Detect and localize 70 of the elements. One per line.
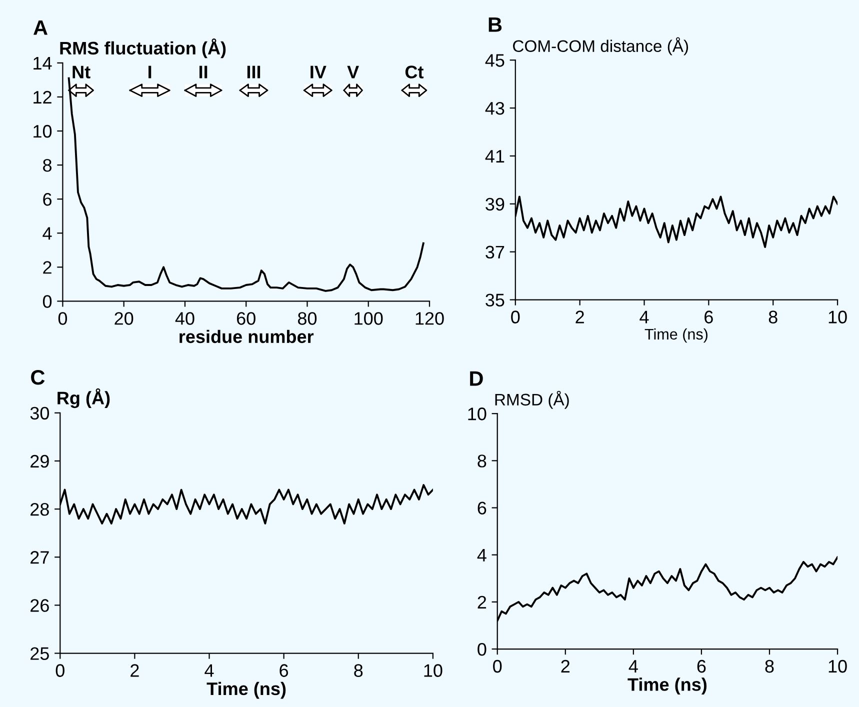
- y-tick-label: 43: [485, 102, 504, 115]
- x-tick-label: 120: [416, 312, 444, 325]
- text: B: [488, 17, 502, 32]
- x-axis-title: residue number: [180, 330, 314, 344]
- x-tick-label: 6: [280, 664, 288, 677]
- x-tick-label: 0: [58, 312, 68, 325]
- x-tick-label: 100: [354, 312, 383, 325]
- x-tick-label: 8: [354, 664, 363, 677]
- band-label: IV: [310, 66, 326, 78]
- band-label: V: [347, 66, 359, 78]
- x-tick-label: 10: [424, 664, 442, 677]
- y-tick-label: 8: [478, 454, 486, 468]
- y-tick-label: 29: [30, 454, 49, 468]
- x-tick-label: 4: [204, 664, 214, 677]
- y-axis-title: Rg (Å): [58, 388, 110, 408]
- y-tick-label: 4: [42, 227, 52, 240]
- y-tick-label: 28: [30, 502, 49, 516]
- y-tick-label: 0: [478, 642, 486, 656]
- band-label: I: [148, 66, 152, 78]
- x-tick-label: 4: [640, 310, 649, 324]
- band-label: II: [200, 66, 208, 78]
- y-tick-label: 2: [43, 261, 52, 274]
- y-tick-label: 35: [486, 294, 504, 306]
- x-tick-label: 10: [828, 310, 847, 324]
- y-tick-label: 30: [30, 406, 50, 420]
- y-tick-label: 25: [30, 647, 49, 660]
- x-tick-label: 4: [628, 660, 638, 673]
- text: D: [470, 371, 483, 386]
- y-tick-label: 12: [34, 90, 52, 104]
- x-tick-label: 6: [704, 310, 713, 324]
- x-tick-label: 6: [697, 660, 706, 673]
- y-tick-label: 8: [43, 158, 52, 172]
- x-tick-label: 2: [130, 664, 139, 677]
- y-tick-label: 6: [478, 502, 486, 514]
- x-tick-label: 0: [56, 664, 64, 677]
- y-tick-label: 4: [477, 548, 486, 562]
- x-tick-label: 0: [511, 310, 520, 324]
- x-axis-title: Time (ns): [206, 682, 286, 699]
- x-axis-title: Time (ns): [628, 678, 707, 694]
- y-tick-label: 37: [486, 246, 504, 259]
- y-tick-label: 27: [30, 551, 49, 564]
- x-axis-title: Time (ns): [644, 328, 708, 343]
- y-tick-label: 0: [42, 295, 52, 308]
- band-label: Ct: [405, 66, 424, 78]
- y-tick-label: 10: [34, 124, 52, 138]
- y-tick-label: 45: [485, 54, 504, 67]
- x-tick-label: 20: [114, 312, 134, 325]
- text: C: [31, 370, 45, 385]
- x-tick-label: 8: [765, 660, 774, 673]
- x-tick-label: 2: [561, 660, 570, 673]
- y-tick-label: 41: [485, 150, 504, 163]
- y-tick-label: 10: [468, 408, 486, 420]
- band-label: Nt: [72, 66, 90, 78]
- y-tick-label: 6: [43, 193, 52, 206]
- y-tick-label: 39: [486, 198, 504, 211]
- x-tick-label: 40: [175, 312, 194, 325]
- x-tick-label: 2: [576, 310, 584, 324]
- line-series: [68, 77, 424, 292]
- y-tick-label: 14: [34, 57, 52, 70]
- x-tick-label: 8: [768, 310, 778, 324]
- y-axis-title: RMS fluctuation (Å): [60, 38, 226, 58]
- x-tick-label: 10: [828, 660, 847, 673]
- y-axis-title: COM-COM distance (Å): [513, 37, 688, 56]
- y-axis-title: RMSD (Å): [495, 390, 569, 409]
- x-tick-label: 60: [236, 312, 256, 325]
- band-label: III: [247, 66, 260, 78]
- text: A: [34, 20, 48, 35]
- y-tick-label: 26: [30, 599, 49, 612]
- x-tick-label: 80: [298, 312, 317, 325]
- y-tick-label: 2: [478, 596, 486, 608]
